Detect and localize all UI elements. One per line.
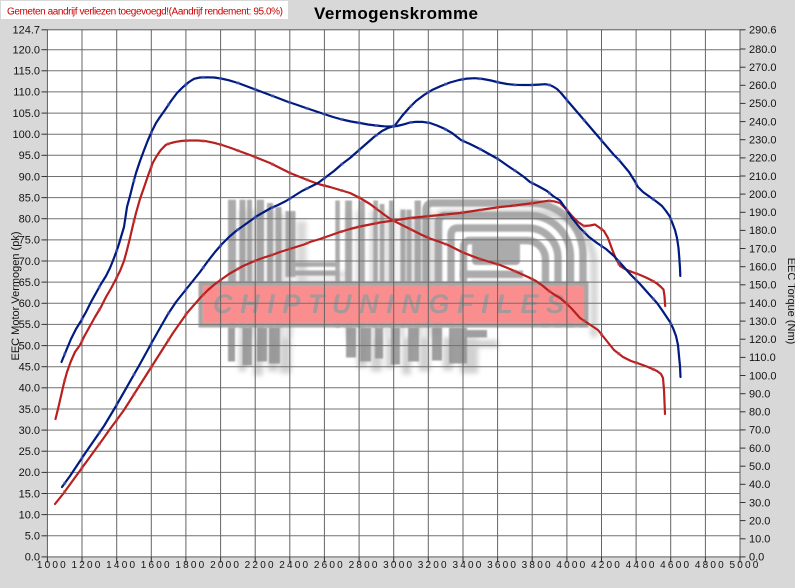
svg-text:110.0: 110.0 bbox=[749, 352, 776, 364]
svg-text:0.0: 0.0 bbox=[749, 552, 764, 564]
svg-text:30.0: 30.0 bbox=[19, 425, 40, 437]
svg-text:45.0: 45.0 bbox=[19, 362, 40, 374]
svg-text:2800: 2800 bbox=[349, 560, 380, 571]
svg-text:1600: 1600 bbox=[141, 560, 172, 571]
svg-text:250.0: 250.0 bbox=[749, 98, 777, 110]
svg-text:3400: 3400 bbox=[452, 560, 483, 571]
svg-text:260.0: 260.0 bbox=[749, 80, 777, 92]
svg-text:5000: 5000 bbox=[729, 560, 760, 571]
svg-text:1200: 1200 bbox=[71, 560, 102, 571]
svg-text:1000: 1000 bbox=[37, 560, 68, 571]
svg-text:2600: 2600 bbox=[314, 560, 345, 571]
svg-text:35.0: 35.0 bbox=[19, 404, 40, 416]
svg-text:Gemeten aandrijf verliezen toe: Gemeten aandrijf verliezen toegevoegd!(A… bbox=[7, 7, 283, 18]
svg-text:220.0: 220.0 bbox=[749, 153, 777, 165]
svg-text:3600: 3600 bbox=[487, 560, 518, 571]
svg-text:CHIPTUNINGFILES: CHIPTUNINGFILES bbox=[213, 289, 573, 319]
svg-text:4800: 4800 bbox=[695, 560, 726, 571]
svg-text:270.0: 270.0 bbox=[749, 62, 777, 74]
svg-text:4600: 4600 bbox=[660, 560, 691, 571]
svg-text:70.0: 70.0 bbox=[19, 256, 40, 268]
svg-text:3000: 3000 bbox=[383, 560, 414, 571]
svg-text:95.0: 95.0 bbox=[19, 150, 40, 162]
svg-text:190.0: 190.0 bbox=[749, 207, 777, 219]
svg-text:30.0: 30.0 bbox=[749, 497, 770, 509]
svg-text:150.0: 150.0 bbox=[749, 280, 777, 292]
svg-text:40.0: 40.0 bbox=[749, 479, 770, 491]
svg-text:70.0: 70.0 bbox=[749, 425, 770, 437]
svg-text:140.0: 140.0 bbox=[749, 298, 777, 310]
svg-text:115.0: 115.0 bbox=[13, 66, 40, 78]
svg-text:55.0: 55.0 bbox=[19, 319, 40, 331]
svg-text:130.0: 130.0 bbox=[749, 316, 777, 328]
svg-text:210.0: 210.0 bbox=[749, 171, 777, 183]
svg-text:170.0: 170.0 bbox=[749, 243, 777, 255]
svg-text:75.0: 75.0 bbox=[19, 235, 40, 247]
svg-text:3800: 3800 bbox=[522, 560, 553, 571]
svg-text:230.0: 230.0 bbox=[749, 135, 777, 147]
svg-text:Vermogenskromme: Vermogenskromme bbox=[314, 4, 478, 23]
svg-text:65.0: 65.0 bbox=[19, 277, 40, 289]
svg-text:25.0: 25.0 bbox=[19, 446, 40, 458]
svg-text:80.0: 80.0 bbox=[749, 407, 770, 419]
svg-text:2200: 2200 bbox=[245, 560, 276, 571]
svg-text:3200: 3200 bbox=[418, 560, 449, 571]
svg-text:50.0: 50.0 bbox=[19, 340, 40, 352]
svg-text:4200: 4200 bbox=[591, 560, 622, 571]
svg-text:1800: 1800 bbox=[175, 560, 206, 571]
svg-text:20.0: 20.0 bbox=[749, 515, 770, 527]
svg-text:5.0: 5.0 bbox=[25, 531, 40, 543]
svg-text:EEC Motor Vermogen (pk): EEC Motor Vermogen (pk) bbox=[10, 232, 22, 361]
svg-text:4400: 4400 bbox=[626, 560, 657, 571]
svg-text:85.0: 85.0 bbox=[19, 192, 40, 204]
svg-text:0.0: 0.0 bbox=[25, 552, 40, 564]
svg-text:290.6: 290.6 bbox=[749, 25, 777, 37]
svg-text:50.0: 50.0 bbox=[749, 461, 770, 473]
svg-text:40.0: 40.0 bbox=[19, 383, 40, 395]
svg-text:180.0: 180.0 bbox=[749, 225, 777, 237]
svg-text:240.0: 240.0 bbox=[749, 116, 777, 128]
svg-text:100.0: 100.0 bbox=[12, 129, 40, 141]
svg-text:20.0: 20.0 bbox=[19, 467, 40, 479]
svg-text:15.0: 15.0 bbox=[19, 488, 40, 500]
svg-text:90.0: 90.0 bbox=[19, 171, 40, 183]
svg-text:60.0: 60.0 bbox=[749, 443, 770, 455]
svg-text:10.0: 10.0 bbox=[19, 509, 40, 521]
svg-text:90.0: 90.0 bbox=[749, 389, 770, 401]
svg-text:1400: 1400 bbox=[106, 560, 137, 571]
svg-text:10.0: 10.0 bbox=[749, 534, 770, 546]
svg-text:120.0: 120.0 bbox=[12, 45, 40, 57]
svg-text:280.0: 280.0 bbox=[749, 44, 777, 56]
svg-text:2400: 2400 bbox=[279, 560, 310, 571]
svg-text:120.0: 120.0 bbox=[749, 334, 777, 346]
svg-text:EEC Torque (Nm): EEC Torque (Nm) bbox=[785, 258, 795, 345]
svg-text:2000: 2000 bbox=[210, 560, 241, 571]
svg-text:60.0: 60.0 bbox=[19, 298, 40, 310]
svg-text:105.0: 105.0 bbox=[12, 108, 40, 120]
svg-text:200.0: 200.0 bbox=[749, 189, 777, 201]
svg-text:100.0: 100.0 bbox=[749, 370, 777, 382]
svg-text:124.7: 124.7 bbox=[12, 25, 40, 37]
svg-text:80.0: 80.0 bbox=[19, 214, 40, 226]
svg-text:110.0: 110.0 bbox=[13, 87, 40, 99]
svg-text:4000: 4000 bbox=[556, 560, 587, 571]
svg-text:160.0: 160.0 bbox=[749, 262, 777, 274]
